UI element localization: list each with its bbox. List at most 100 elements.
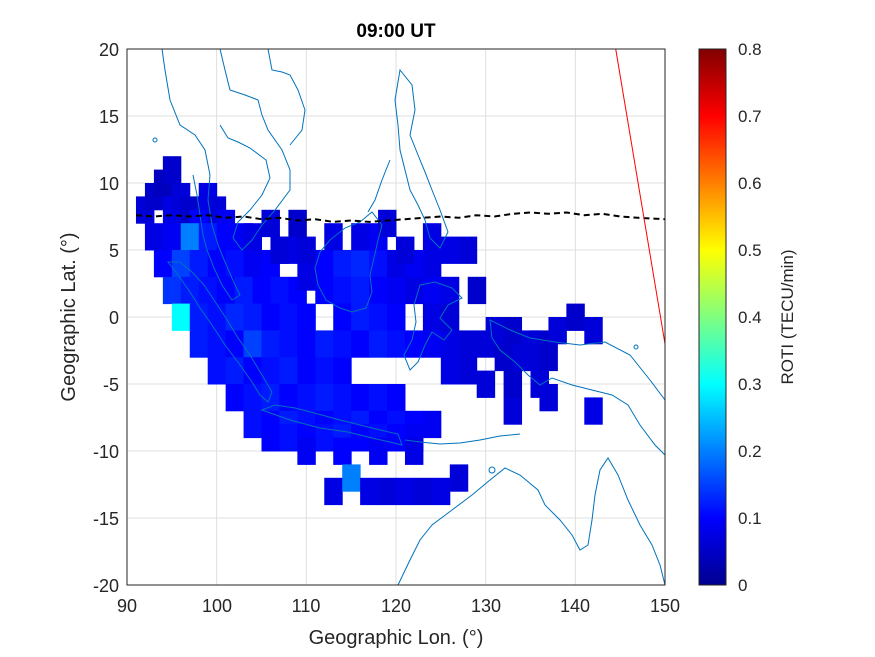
roti-cell [440,303,460,331]
roti-cell [458,330,478,358]
roti-cell [315,276,334,305]
roti-cell [503,397,523,425]
colorbar-tick-label: 0.8 [738,40,762,59]
roti-cell [315,330,334,358]
roti-cell [422,410,442,439]
roti-cell [503,370,523,398]
roti-cell [333,330,352,358]
roti-cell [378,477,397,506]
roti-cell [404,437,424,465]
roti-cell [243,330,262,358]
colorbar-ticks: 0 0.1 0.2 0.3 0.4 0.5 0.6 0.7 0.8 [738,40,762,595]
x-tick-label: 110 [292,596,321,616]
roti-cell [171,303,191,331]
roti-cell [261,330,280,358]
x-tick-label: 90 [117,596,137,616]
x-axis-label: Geographic Lon. (°) [309,627,484,649]
roti-cell [369,276,388,305]
roti-cell [566,303,585,331]
roti-cell [351,276,370,305]
y-axis-ticks: 20 15 10 5 0 -5 -10 -15 -20 [93,40,119,596]
roti-cell [440,236,460,264]
roti-cell [261,384,280,412]
roti-cell [243,357,262,385]
roti-cell [279,424,298,452]
roti-cell [413,477,433,506]
roti-cell [225,303,245,331]
roti-cell [243,223,262,251]
roti-cell [494,343,514,372]
roti-cell [449,464,469,492]
roti-cell [243,250,262,278]
colorbar-label: ROTI (TECU/min) [778,249,797,384]
roti-cell [422,276,442,305]
roti-cell [207,303,227,331]
coastline-new-guinea [489,319,666,457]
y-tick-label: -15 [93,509,119,529]
roti-cell [189,330,209,358]
roti-cell [189,303,209,331]
roti-cell [198,223,218,251]
roti-cell [431,477,451,506]
coastline-australia [397,457,666,586]
roti-cell [297,263,316,291]
roti-cell [458,236,478,264]
roti-cell [458,357,478,385]
roti-cell [279,330,298,358]
y-tick-label: 10 [99,174,119,194]
roti-cell [261,209,280,238]
roti-cell [243,384,262,412]
colorbar-tick-label: 0.7 [738,107,762,126]
roti-cell [180,276,200,305]
roti-cell [189,250,209,278]
roti-cell [539,343,558,372]
roti-cell [279,357,298,385]
roti-cell [162,276,182,305]
roti-cell [333,384,352,412]
roti-cell [270,236,289,264]
roti-cell [387,330,406,358]
coastline-borneo [314,211,383,313]
roti-cell [180,223,200,251]
colorbar-tick-label: 0.1 [738,509,762,528]
roti-cell [261,424,280,452]
roti-cell [333,437,352,465]
roti-cell [422,330,442,358]
roti-cell [333,276,352,305]
roti-cell [252,276,271,305]
roti-cell [467,276,487,305]
roti-cell [369,250,388,278]
roti-cells [135,156,603,506]
coastlines [152,48,666,586]
roti-cell [297,330,316,358]
roti-cell [387,384,406,412]
roti-cell [360,477,379,506]
chart-title: 09:00 UT [356,21,436,42]
roti-cell [297,437,316,465]
coastline-sulawesi [403,281,463,371]
roti-cell [440,357,460,385]
colorbar-gradient [698,48,727,586]
colorbar: 0 0.1 0.2 0.3 0.4 0.5 0.6 0.7 0.8 ROTI (… [698,40,797,595]
roti-cell [162,156,182,184]
roti-cell [485,317,505,345]
roti-cell [404,330,424,358]
roti-cell [315,424,334,452]
roti-cell [342,464,361,492]
roti-cell [261,357,280,385]
roti-cell [351,330,370,358]
roti-cell [225,250,245,278]
y-axis-label: Geographic Lat. (°) [58,232,80,401]
roti-cell [333,303,352,331]
plot-area [126,48,666,586]
roti-cell [396,236,415,264]
coastline-mainland-asia [161,48,306,301]
roti-cell [351,424,370,452]
roti-cell [270,276,289,305]
roti-cell [297,236,316,264]
roti-cell [351,384,370,412]
roti-cell [440,330,460,358]
y-tick-label: 15 [99,107,119,127]
coastline-philippines [367,68,449,249]
